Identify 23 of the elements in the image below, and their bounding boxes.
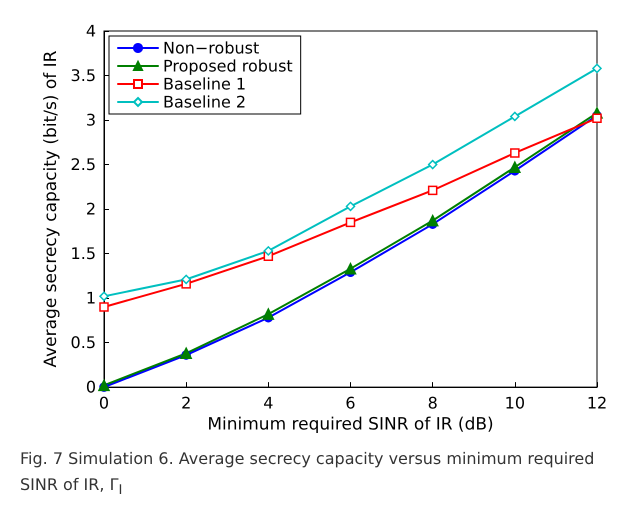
y-tick-label: 3 xyxy=(86,110,96,130)
x-tick-label: 0 xyxy=(98,394,110,413)
y-axis-title: Average secrecy capacity (bit/s) of IR xyxy=(41,50,62,368)
y-tick-label: 1.5 xyxy=(70,244,96,264)
y-tick-label: 2.5 xyxy=(70,155,96,174)
y-tick-label: 0 xyxy=(86,378,96,397)
legend-label: Proposed robust xyxy=(163,56,293,76)
x-tick-label: 4 xyxy=(263,394,274,413)
legend-label: Baseline 2 xyxy=(163,92,246,112)
x-tick-label: 10 xyxy=(504,394,526,413)
caption: Fig. 7 Simulation 6. Average secrecy capacity versus minimum required SINR of IR, Γ$_{I}$ xyxy=(19,448,596,500)
y-tick-label: 4 xyxy=(86,22,96,40)
legend-label: Baseline 1 xyxy=(163,74,246,94)
x-axis-title: Minimum required SINR of IR (dB) xyxy=(207,414,494,434)
x-tick-label: 12 xyxy=(586,394,608,413)
x-tick-label: 2 xyxy=(181,394,192,413)
x-tick-label: 6 xyxy=(345,394,356,413)
y-tick-label: 0.5 xyxy=(70,333,96,352)
x-tick-label: 8 xyxy=(428,394,438,413)
y-tick-label: 1 xyxy=(86,288,96,308)
legend-label: Non−robust xyxy=(163,38,260,58)
y-tick-label: 3.5 xyxy=(70,66,96,86)
y-tick-label: 2 xyxy=(86,200,96,219)
